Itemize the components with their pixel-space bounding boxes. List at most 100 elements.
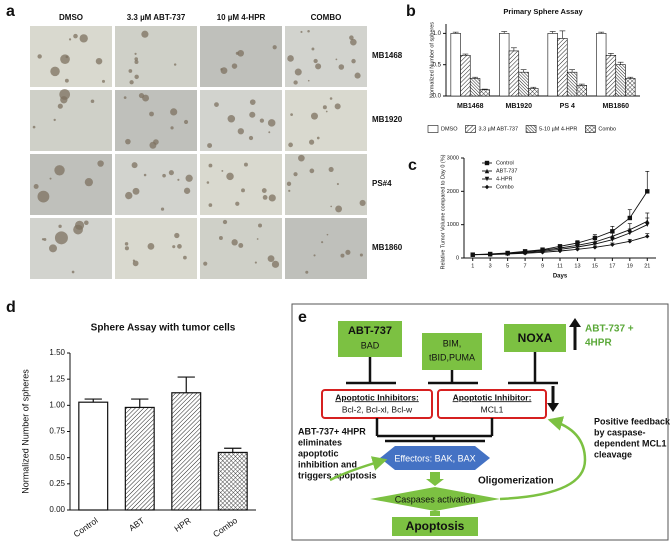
marker — [470, 252, 475, 257]
y-axis-label: Normalized Number of spheres — [20, 369, 30, 494]
cell-cluster — [95, 57, 103, 65]
cell-cluster — [313, 58, 318, 64]
row-label: MB1468 — [372, 51, 403, 60]
cell-cluster — [256, 238, 259, 240]
micrograph — [200, 154, 282, 215]
cell-cluster — [334, 103, 341, 110]
cell-cluster — [185, 174, 193, 182]
cell-cluster — [149, 141, 157, 149]
bar — [518, 71, 529, 97]
cell-cluster — [37, 190, 50, 203]
cell-cluster — [170, 126, 174, 130]
y-tick-label: 0.50 — [49, 453, 65, 462]
micrograph — [200, 218, 282, 279]
cell-cluster — [60, 54, 70, 64]
marker — [487, 252, 493, 257]
cell-cluster — [268, 194, 276, 202]
cell-cluster — [267, 255, 275, 263]
node-box — [422, 333, 482, 370]
node-text: BIM, — [443, 338, 462, 348]
y-tick-label: 0 — [456, 255, 459, 261]
cell-cluster — [322, 105, 327, 110]
bar — [508, 50, 520, 97]
cell-cluster — [58, 224, 62, 228]
cell-cluster — [125, 138, 131, 145]
curved-arrow — [499, 416, 587, 501]
cell-cluster — [351, 58, 356, 64]
cell-cluster — [300, 30, 303, 34]
cell-cluster — [249, 111, 256, 118]
x-tick-label: 15 — [592, 263, 598, 269]
cell-cluster — [231, 63, 238, 69]
bar — [124, 406, 155, 511]
cell-cluster — [226, 172, 234, 181]
x-tick-label: 13 — [574, 263, 580, 269]
cell-cluster — [32, 125, 36, 129]
cell-cluster — [177, 244, 182, 249]
marker — [522, 251, 528, 256]
cell-cluster — [307, 79, 310, 82]
cell-cluster — [267, 119, 276, 127]
cell-cluster — [286, 181, 292, 186]
cell-cluster — [101, 79, 106, 83]
column-label: COMBO — [311, 13, 342, 22]
bar — [557, 38, 568, 97]
node-box — [504, 324, 566, 352]
marker — [645, 222, 650, 227]
micrograph — [285, 218, 367, 279]
cell-cluster — [237, 128, 244, 135]
bar — [547, 33, 558, 97]
panel-letter: e — [298, 309, 307, 326]
legend-swatch — [585, 125, 596, 133]
column-label: DMSO — [59, 13, 83, 22]
note: Positive feedback — [594, 416, 671, 426]
note: 4HPR — [585, 338, 612, 349]
x-tick-label: 11 — [557, 263, 563, 269]
cell-cluster — [160, 207, 165, 211]
x-tick-label: 5 — [506, 263, 509, 269]
cell-cluster — [330, 205, 333, 208]
cell-cluster — [97, 160, 104, 167]
flow-arrow — [430, 511, 440, 516]
column-label: 10 µM 4-HPR — [217, 13, 266, 22]
cell-cluster — [222, 219, 228, 225]
y-tick-label: 1.00 — [49, 400, 65, 409]
legend-label: 3.3 µM ABT-737 — [479, 126, 519, 132]
cell-cluster — [288, 189, 291, 192]
x-tick-label: ABT — [127, 515, 146, 533]
cell-cluster — [235, 51, 239, 55]
node-text: ABT-737 — [348, 325, 392, 337]
marker — [575, 247, 580, 252]
cell-cluster — [325, 110, 328, 113]
note: ABT-737+ 4HPR — [298, 426, 366, 436]
cell-cluster — [316, 136, 320, 140]
cell-cluster — [73, 33, 78, 39]
cell-cluster — [174, 232, 180, 239]
cell-cluster — [340, 253, 345, 258]
marker — [610, 237, 615, 242]
marker — [645, 189, 650, 194]
cell-cluster — [125, 191, 133, 200]
x-tick-label: 7 — [524, 263, 527, 269]
cell-cluster — [183, 255, 187, 260]
cell-cluster — [59, 89, 71, 100]
diagram: e ABT-737 BAD BIM, tBID,PUMA NOXA ABT-73… — [291, 303, 671, 541]
marker — [610, 234, 615, 239]
node-text: NOXA — [518, 331, 553, 345]
legend-swatch — [427, 125, 439, 133]
x-tick-label: 1 — [471, 263, 474, 269]
y-axis-label: Normalized Number of spheres — [429, 22, 435, 98]
node-text: Effectors: BAK, BAX — [394, 453, 475, 463]
row-label: MB1920 — [372, 115, 403, 124]
node-box — [338, 321, 402, 357]
bar — [78, 401, 109, 511]
cell-cluster — [54, 165, 65, 176]
cell-cluster — [124, 242, 129, 246]
cell-cluster — [134, 59, 139, 64]
marker — [610, 242, 615, 247]
cell-cluster — [329, 97, 333, 100]
note: apoptotic — [298, 448, 339, 458]
bar — [460, 55, 471, 97]
cell-cluster — [349, 35, 354, 40]
